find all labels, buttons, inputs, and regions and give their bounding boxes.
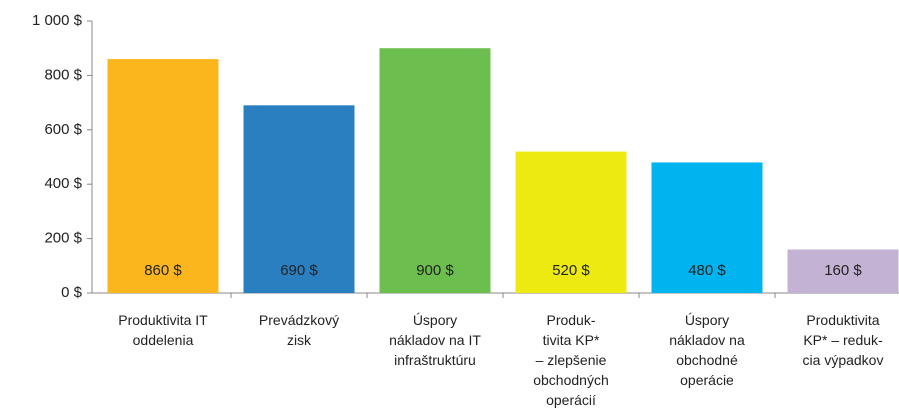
- y-tick-label: 600 $: [44, 121, 82, 138]
- value-label: 160 $: [824, 262, 862, 279]
- x-tick-label: Produk- tivita KP* – zlepšenie obchodnýc…: [533, 312, 609, 408]
- value-label: 860 $: [144, 262, 182, 279]
- y-tick-label: 0 $: [61, 284, 83, 301]
- value-label: 520 $: [552, 262, 590, 279]
- x-tick-label: Produktivita KP* – reduk- cia výpadkov: [802, 312, 884, 368]
- y-tick-label: 800 $: [44, 66, 82, 83]
- x-tick-label: Prevádzkový zisk: [258, 312, 340, 348]
- bar: [379, 48, 491, 294]
- value-label: 900 $: [416, 262, 454, 279]
- value-label: 480 $: [688, 262, 726, 279]
- y-tick-label: 1 000 $: [32, 12, 83, 29]
- value-label: 690 $: [280, 262, 318, 279]
- y-tick-label: 200 $: [44, 230, 82, 247]
- x-tick-label: Úspory nákladov na obchodné operácie: [669, 312, 745, 388]
- bar: [243, 105, 355, 293]
- bar: [107, 59, 219, 293]
- bar: [651, 162, 763, 293]
- bar: [515, 151, 627, 293]
- x-tick-label: Produktivita IT oddelenia: [118, 312, 208, 348]
- x-tick-label: Úspory nákladov na IT infraštruktúru: [389, 312, 481, 368]
- bar: [787, 249, 899, 293]
- y-tick-label: 400 $: [44, 175, 82, 192]
